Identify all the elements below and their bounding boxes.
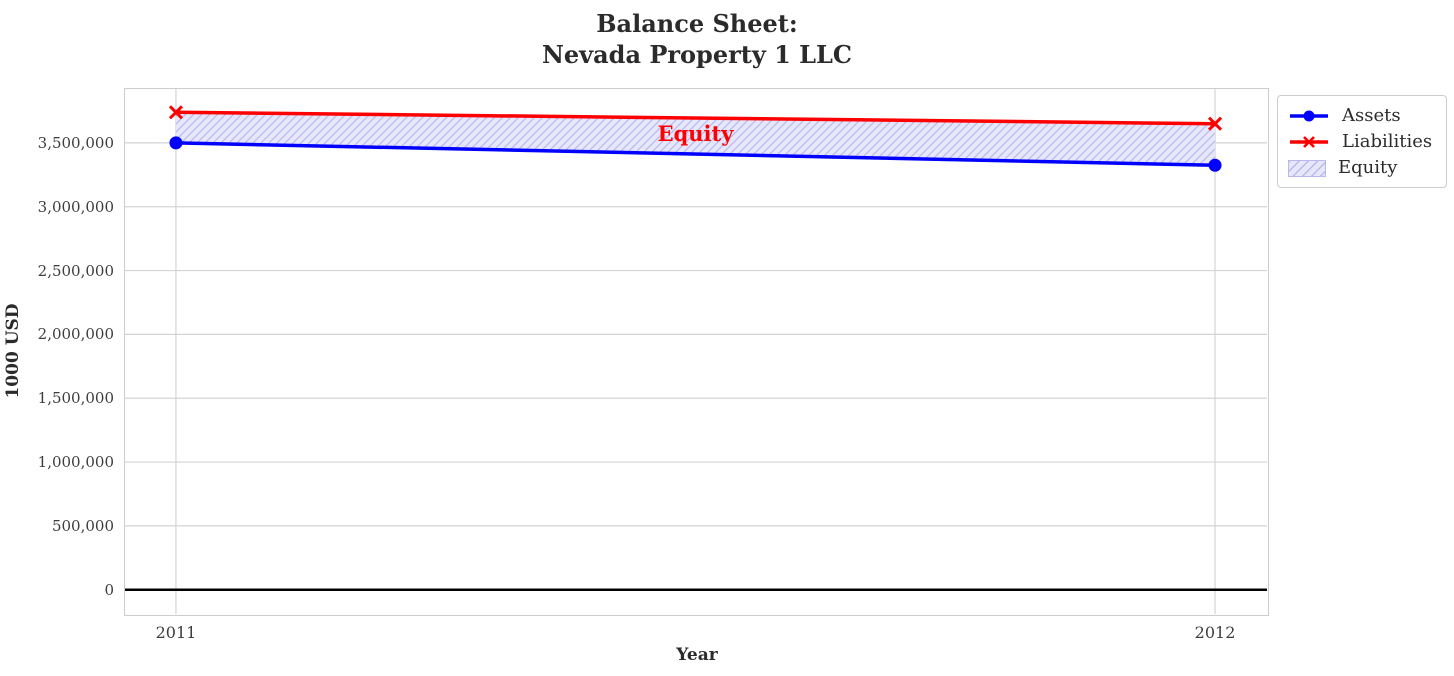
assets-line-icon (1288, 107, 1330, 125)
x-tick-label: 2011 (155, 623, 197, 642)
y-tick-label: 3,500,000 (37, 133, 114, 152)
equity-patch-icon (1288, 159, 1326, 177)
y-tick-label: 3,000,000 (37, 197, 114, 216)
y-tick-label: 1,500,000 (37, 389, 114, 408)
y-tick-label: 2,000,000 (37, 325, 114, 344)
legend-item-liabilities: Liabilities (1288, 129, 1436, 155)
chart-title-line2: Nevada Property 1 LLC (541, 40, 853, 69)
y-axis-label: 1000 USD (3, 303, 23, 399)
legend-item-assets: Assets (1288, 103, 1436, 129)
y-tick-label: 0 (104, 580, 114, 599)
x-axis-label: Year (676, 645, 718, 665)
chart-title: Balance Sheet: Nevada Property 1 LLC (0, 8, 1394, 70)
legend-label-assets: Assets (1342, 105, 1401, 126)
equity-area-label: Equity (657, 120, 734, 146)
y-tick-label: 2,500,000 (37, 261, 114, 280)
y-tick-label: 500,000 (51, 516, 114, 535)
x-tick-label: 2012 (1194, 623, 1236, 642)
chart-title-line1: Balance Sheet: (596, 9, 798, 38)
y-tick-label: 1,000,000 (37, 453, 114, 472)
legend-label-equity: Equity (1338, 157, 1398, 178)
legend-item-equity: Equity (1288, 155, 1436, 181)
liabilities-line-icon (1288, 133, 1330, 151)
legend: Assets Liabilities Equity (1277, 95, 1447, 188)
legend-label-liabilities: Liabilities (1342, 131, 1433, 152)
plot-area (124, 88, 1267, 614)
